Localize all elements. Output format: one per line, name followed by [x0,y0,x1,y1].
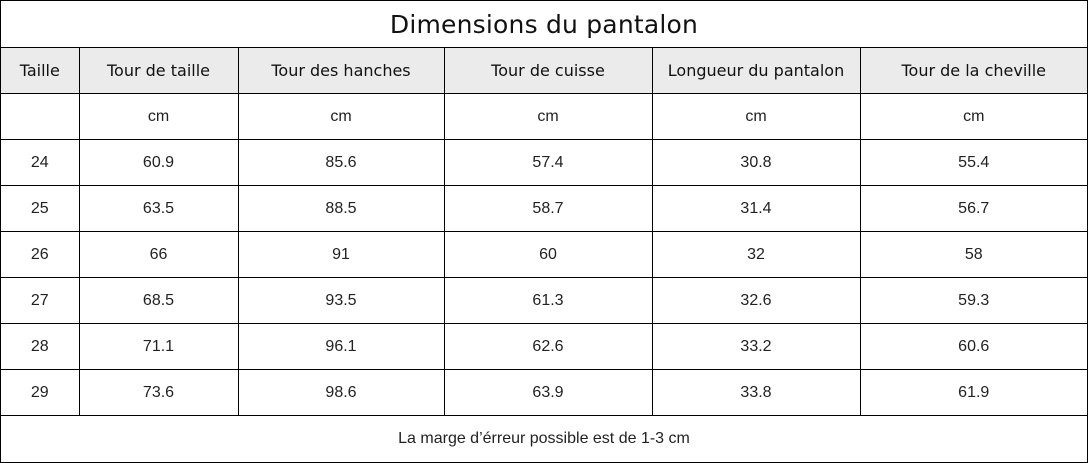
table-cell: 62.6 [443,323,653,370]
unit-cell: cm [859,93,1087,140]
table-cell: 25 [1,185,80,232]
column-header-thigh: Tour de cuisse [443,48,653,94]
table-cell: 32.6 [651,277,861,324]
table-cell: 71.1 [78,323,239,370]
table-cell: 60 [443,231,653,278]
table-cell: 33.2 [651,323,861,370]
table-cell: 32 [651,231,861,278]
size-table: Taille Tour de taille Tour des hanches T… [1,48,1087,416]
table-cell: 60.9 [78,139,239,186]
table-cell: 33.8 [651,369,861,416]
table-cell: 24 [1,139,80,186]
unit-cell: cm [78,93,239,140]
unit-cell: cm [443,93,653,140]
table-cell: 56.7 [859,185,1087,232]
table-cell: 29 [1,369,80,416]
table-cell: 30.8 [651,139,861,186]
unit-cell [1,93,80,140]
table-cell: 31.4 [651,185,861,232]
table-cell: 88.5 [237,185,445,232]
table-row: 29 73.6 98.6 63.9 33.8 61.9 [1,369,1087,416]
unit-cell: cm [651,93,861,140]
table-cell: 91 [237,231,445,278]
table-cell: 55.4 [859,139,1087,186]
table-cell: 96.1 [237,323,445,370]
table-cell: 61.3 [443,277,653,324]
table-row: 26 66 91 60 32 58 [1,231,1087,278]
table-row: 27 68.5 93.5 61.3 32.6 59.3 [1,277,1087,324]
column-header-length: Longueur du pantalon [651,48,861,94]
table-row: 28 71.1 96.1 62.6 33.2 60.6 [1,323,1087,370]
units-row: cm cm cm cm cm [1,93,1087,140]
table-cell: 66 [78,231,239,278]
table-cell: 28 [1,323,80,370]
table-cell: 73.6 [78,369,239,416]
table-row: 25 63.5 88.5 58.7 31.4 56.7 [1,185,1087,232]
column-header-size: Taille [1,48,80,94]
unit-cell: cm [237,93,445,140]
column-header-waist: Tour de taille [78,48,239,94]
error-margin-note: La marge d’érreur possible est de 1-3 cm [398,429,690,447]
table-row: 24 60.9 85.6 57.4 30.8 55.4 [1,139,1087,186]
table-cell: 26 [1,231,80,278]
table-cell: 61.9 [859,369,1087,416]
table-cell: 27 [1,277,80,324]
table-cell: 98.6 [237,369,445,416]
table-cell: 93.5 [237,277,445,324]
table-cell: 58.7 [443,185,653,232]
column-header-hips: Tour des hanches [237,48,445,94]
table-cell: 63.9 [443,369,653,416]
table-cell: 60.6 [859,323,1087,370]
chart-title: Dimensions du pantalon [1,1,1087,48]
column-header-ankle: Tour de la cheville [859,48,1087,94]
table-cell: 85.6 [237,139,445,186]
table-cell: 57.4 [443,139,653,186]
header-row: Taille Tour de taille Tour des hanches T… [1,48,1087,94]
table-cell: 63.5 [78,185,239,232]
table-cell: 58 [859,231,1087,278]
table-cell: 59.3 [859,277,1087,324]
table-cell: 68.5 [78,277,239,324]
